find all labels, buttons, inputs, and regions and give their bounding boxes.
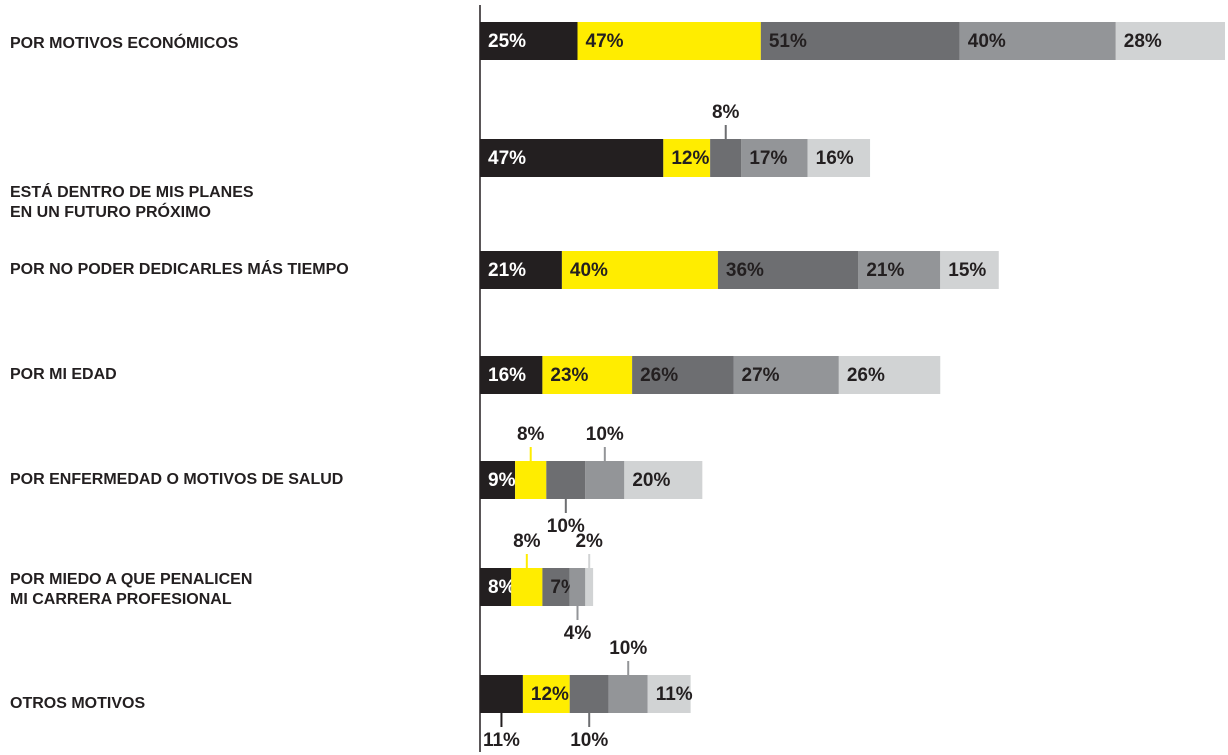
value-label: 40% xyxy=(968,31,1006,52)
bar-segment xyxy=(663,139,711,177)
bar-segment xyxy=(760,22,960,60)
bar-segment xyxy=(647,675,691,713)
bar-segment xyxy=(838,356,941,394)
bar-segment xyxy=(561,251,718,289)
value-label: 12% xyxy=(531,684,569,705)
value-label: 47% xyxy=(488,148,526,169)
bar-segment xyxy=(480,22,578,60)
value-label: 47% xyxy=(586,31,624,52)
value-label: 12% xyxy=(671,148,709,169)
bar-segment xyxy=(585,461,625,499)
value-label: 27% xyxy=(742,365,780,386)
value-label: 9% xyxy=(488,470,516,491)
bar-segment xyxy=(741,139,808,177)
value-label: 8% xyxy=(488,577,516,598)
bar-segment xyxy=(858,251,941,289)
bar-segment xyxy=(480,251,562,289)
value-label: 28% xyxy=(1124,31,1162,52)
bar-segment xyxy=(480,568,512,606)
value-label: 8% xyxy=(513,531,541,552)
bar-segment xyxy=(940,251,999,289)
value-label: 8% xyxy=(712,102,740,123)
bar-segment xyxy=(807,139,871,177)
bar-segment xyxy=(511,568,543,606)
category-label: POR NO PODER DEDICARLES MÁS TIEMPO xyxy=(10,261,349,278)
category-label: ESTÁ DENTRO DE MIS PLANES EN UN FUTURO P… xyxy=(10,184,254,221)
bar-segment xyxy=(480,356,543,394)
value-label: 10% xyxy=(609,638,647,659)
bar-segment xyxy=(515,461,547,499)
bar-segment xyxy=(710,139,742,177)
value-label: 21% xyxy=(488,260,526,281)
value-label: 2% xyxy=(575,531,603,552)
bar-segment xyxy=(733,356,839,394)
bar-segment xyxy=(717,251,859,289)
value-label: 26% xyxy=(847,365,885,386)
category-label: OTROS MOTIVOS xyxy=(10,695,146,712)
category-label: POR MI EDAD xyxy=(10,366,117,383)
bar-segment xyxy=(480,675,523,713)
bar-segment xyxy=(542,356,633,394)
bar-segment xyxy=(608,675,648,713)
bar-segment xyxy=(577,22,761,60)
value-label: 10% xyxy=(570,730,608,751)
value-label: 25% xyxy=(488,31,526,52)
category-label: POR MOTIVOS ECONÓMICOS xyxy=(10,35,239,52)
value-label: 17% xyxy=(749,148,787,169)
value-label: 36% xyxy=(726,260,764,281)
bar-segment xyxy=(632,356,734,394)
bar-segment xyxy=(542,568,570,606)
value-label: 11% xyxy=(656,684,693,705)
value-label: 8% xyxy=(517,424,545,445)
value-label: 10% xyxy=(547,516,585,537)
bar-segment xyxy=(585,568,594,606)
value-label: 51% xyxy=(769,31,807,52)
value-label: 21% xyxy=(866,260,904,281)
value-label: 20% xyxy=(632,470,670,491)
value-label: 40% xyxy=(570,260,608,281)
value-label: 16% xyxy=(816,148,854,169)
bar-segment xyxy=(569,675,609,713)
value-label: 11% xyxy=(483,730,520,751)
value-label: 15% xyxy=(948,260,986,281)
bar-segment xyxy=(959,22,1116,60)
value-label: 23% xyxy=(550,365,588,386)
value-label: 4% xyxy=(564,623,592,644)
bar-segment xyxy=(522,675,570,713)
bar-segment xyxy=(1115,22,1225,60)
bar-segment xyxy=(480,139,664,177)
value-label: 26% xyxy=(640,365,678,386)
bar-segment xyxy=(480,461,516,499)
category-label: POR ENFERMEDAD O MOTIVOS DE SALUD xyxy=(10,471,344,488)
value-label: 16% xyxy=(488,365,526,386)
category-label: POR MIEDO A QUE PENALICEN MI CARRERA PRO… xyxy=(10,571,253,608)
bar-segment xyxy=(624,461,703,499)
value-label: 10% xyxy=(586,424,624,445)
bar-segment xyxy=(546,461,586,499)
bar-segment xyxy=(569,568,586,606)
